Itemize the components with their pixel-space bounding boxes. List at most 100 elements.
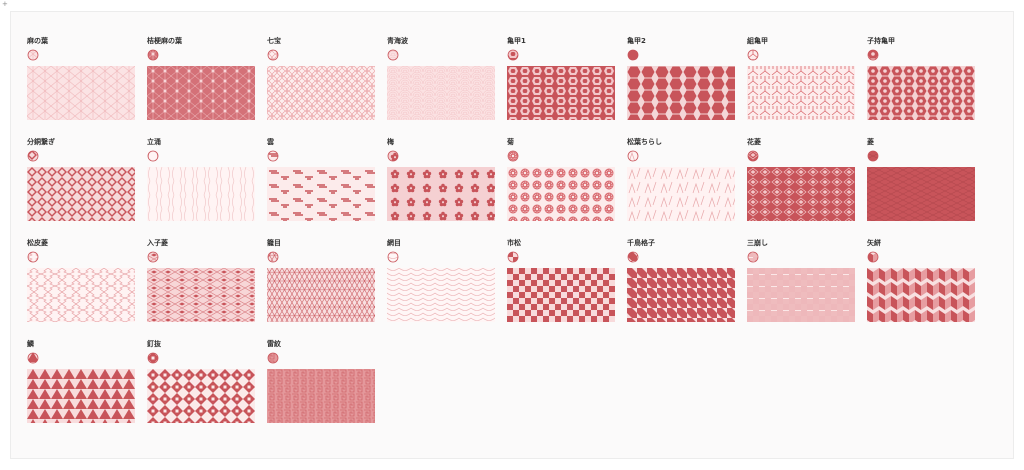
pattern-swatch[interactable]	[27, 268, 135, 322]
pattern-swatch[interactable]	[387, 268, 495, 322]
pattern-card[interactable]: 釘抜	[147, 340, 255, 423]
pattern-label: 市松	[507, 239, 521, 247]
amime-icon	[387, 251, 399, 263]
pattern-swatch[interactable]	[267, 369, 375, 423]
kiku-icon	[507, 150, 519, 162]
pattern-swatch[interactable]	[387, 167, 495, 221]
pattern-swatch[interactable]	[747, 66, 855, 120]
pattern-label: 桔梗麻の葉	[147, 37, 182, 45]
pattern-swatch[interactable]	[267, 167, 375, 221]
pattern-swatch[interactable]	[507, 66, 615, 120]
pattern-card[interactable]: 市松	[507, 239, 615, 322]
pattern-label: 分銅繋ぎ	[27, 138, 55, 146]
ichimatsu-icon	[507, 251, 519, 263]
pattern-card[interactable]: 青海波	[387, 37, 495, 120]
pattern-card[interactable]: 菱	[867, 138, 975, 221]
pattern-grid: 麻の葉 桔梗麻の葉 七宝 青海波 亀甲1 亀甲2 組亀甲 子持亀甲分銅繋ぎ 立涌 雲 梅 菊 松葉ちらし…	[27, 37, 975, 423]
houndstooth-icon	[627, 251, 639, 263]
kuginuki-icon	[147, 352, 159, 364]
ume-icon	[387, 150, 399, 162]
pattern-label: 入子菱	[147, 239, 168, 247]
pattern-card[interactable]: 麻の葉	[27, 37, 135, 120]
pattern-swatch[interactable]	[387, 66, 495, 120]
pattern-swatch[interactable]	[267, 66, 375, 120]
pattern-card[interactable]: 矢絣	[867, 239, 975, 322]
pattern-card[interactable]: 桔梗麻の葉	[147, 37, 255, 120]
pattern-swatch[interactable]	[747, 167, 855, 221]
irekobishi-icon	[147, 251, 159, 263]
pattern-swatch[interactable]	[147, 167, 255, 221]
pattern-card[interactable]: 梅	[387, 138, 495, 221]
pattern-label: 釘抜	[147, 340, 161, 348]
pattern-swatch[interactable]	[147, 268, 255, 322]
pattern-label: 菱	[867, 138, 874, 146]
pattern-label: 亀甲1	[507, 37, 526, 45]
pattern-card[interactable]: 入子菱	[147, 239, 255, 322]
pattern-label: 花菱	[747, 138, 761, 146]
pattern-swatch[interactable]	[867, 66, 975, 120]
pattern-label: 鱗	[27, 340, 34, 348]
pattern-label: 雲	[267, 138, 274, 146]
pattern-label: 麻の葉	[27, 37, 48, 45]
pattern-swatch[interactable]	[267, 268, 375, 322]
pattern-card[interactable]: 亀甲2	[627, 37, 735, 120]
sankuzushi-icon	[747, 251, 759, 263]
cloud-icon	[267, 150, 279, 162]
pattern-card[interactable]: 七宝	[267, 37, 375, 120]
seigaiha-icon	[387, 49, 399, 61]
pattern-label: 菊	[507, 138, 514, 146]
pattern-swatch[interactable]	[147, 369, 255, 423]
pattern-label: 七宝	[267, 37, 281, 45]
matsuba-icon	[627, 150, 639, 162]
pattern-swatch[interactable]	[627, 66, 735, 120]
pattern-label: 子持亀甲	[867, 37, 895, 45]
pattern-card[interactable]: 雷紋	[267, 340, 375, 423]
pattern-label: 網目	[387, 239, 401, 247]
pattern-swatch[interactable]	[867, 167, 975, 221]
kikyo-asanoha-icon	[147, 49, 159, 61]
pattern-card[interactable]: 網目	[387, 239, 495, 322]
pattern-card[interactable]: 鱗	[27, 340, 135, 423]
pattern-card[interactable]: 菊	[507, 138, 615, 221]
pattern-swatch[interactable]	[747, 268, 855, 322]
shippo-icon	[267, 49, 279, 61]
pattern-card[interactable]: 子持亀甲	[867, 37, 975, 120]
pattern-swatch[interactable]	[507, 167, 615, 221]
pattern-card[interactable]: 松皮菱	[27, 239, 135, 322]
pattern-card[interactable]: 花菱	[747, 138, 855, 221]
matsukawabishi-icon	[27, 251, 39, 263]
pattern-swatch[interactable]	[27, 66, 135, 120]
pattern-card[interactable]: 千鳥格子	[627, 239, 735, 322]
pattern-label: 籠目	[267, 239, 281, 247]
pattern-card[interactable]: 分銅繋ぎ	[27, 138, 135, 221]
pattern-label: 雷紋	[267, 340, 281, 348]
pattern-card[interactable]: 立涌	[147, 138, 255, 221]
pattern-card[interactable]: 雲	[267, 138, 375, 221]
pattern-label: 松皮菱	[27, 239, 48, 247]
pattern-swatch[interactable]	[627, 268, 735, 322]
pattern-card[interactable]: 松葉ちらし	[627, 138, 735, 221]
tatewaku-icon	[147, 150, 159, 162]
hanabishi-icon	[747, 150, 759, 162]
uroko-icon	[27, 352, 39, 364]
raimon-icon	[267, 352, 279, 364]
pattern-swatch[interactable]	[147, 66, 255, 120]
hishi-icon	[867, 150, 879, 162]
pattern-card[interactable]: 三崩し	[747, 239, 855, 322]
kumi-kikko-icon	[747, 49, 759, 61]
pattern-label: 組亀甲	[747, 37, 768, 45]
pattern-swatch[interactable]	[27, 369, 135, 423]
pattern-swatch[interactable]	[27, 167, 135, 221]
window-corner-icon: +	[2, 0, 8, 8]
yagasuri-icon	[867, 251, 879, 263]
pattern-card[interactable]: 組亀甲	[747, 37, 855, 120]
pattern-swatch[interactable]	[867, 268, 975, 322]
pattern-label: 立涌	[147, 138, 161, 146]
pattern-label: 矢絣	[867, 239, 881, 247]
pattern-swatch[interactable]	[507, 268, 615, 322]
pattern-card[interactable]: 籠目	[267, 239, 375, 322]
kagome-icon	[267, 251, 279, 263]
pattern-card[interactable]: 亀甲1	[507, 37, 615, 120]
pattern-label: 青海波	[387, 37, 408, 45]
pattern-swatch[interactable]	[627, 167, 735, 221]
